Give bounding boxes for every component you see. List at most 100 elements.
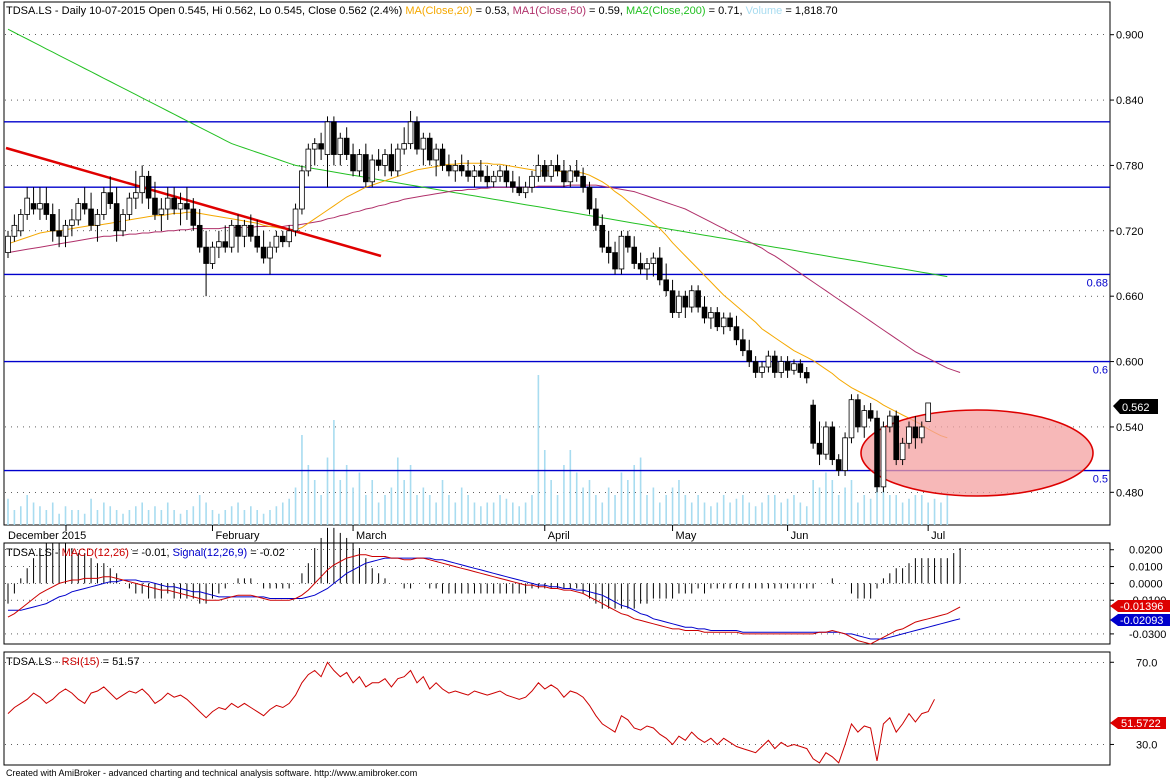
price-tick-label: 0.780 [1116, 160, 1144, 172]
macd-tick-label: 0.0000 [1129, 578, 1163, 590]
volume-bar [543, 450, 546, 525]
candle-body [43, 203, 50, 215]
candle [305, 143, 312, 177]
candle [823, 421, 829, 460]
candle [669, 279, 676, 318]
volume-bar [269, 510, 271, 525]
candle-body [120, 214, 126, 232]
volume-bar [39, 506, 41, 525]
volume-bar [863, 495, 866, 525]
volume-bar [505, 498, 508, 525]
candle [727, 312, 733, 332]
volume-bar [71, 510, 73, 525]
volume-bar [218, 513, 220, 525]
candle [848, 394, 855, 444]
header-ma-label: MA(Close,20) [405, 5, 472, 17]
candle-body [510, 181, 516, 188]
candle-body [113, 203, 120, 232]
volume-bar [288, 498, 290, 525]
candle [510, 170, 516, 193]
candle [184, 187, 190, 220]
candle-body [740, 339, 746, 352]
volume-bar [818, 487, 821, 525]
volume-bar [294, 487, 297, 525]
volume-bar [90, 498, 92, 525]
candle [273, 230, 280, 253]
candle-body [260, 246, 267, 259]
volume-bar [512, 502, 514, 525]
candle-body [94, 214, 101, 226]
candle-body [848, 399, 855, 439]
candle [471, 165, 478, 188]
macd-header-label: MACD(12,26) [62, 547, 129, 559]
candle-body [573, 170, 580, 177]
volume-bar [914, 495, 917, 525]
candle [433, 143, 439, 177]
candle-body [823, 426, 829, 455]
candle-body [292, 208, 299, 232]
candle [759, 361, 765, 378]
macd-histogram [7, 527, 961, 609]
candle-body [727, 317, 733, 328]
volume-bar [799, 502, 802, 525]
candle [331, 116, 337, 166]
volume-bar [671, 487, 674, 525]
candle-body [490, 175, 497, 183]
candle [222, 225, 229, 253]
signal-header-value: = -0.02 [247, 547, 285, 559]
candle [899, 437, 906, 466]
volume-bar [620, 472, 623, 525]
candle [311, 138, 318, 166]
candle [701, 296, 708, 324]
candle-body [516, 186, 522, 194]
volume-bar [281, 502, 284, 525]
rsi-axis: 70.0 30.0 [1110, 657, 1157, 751]
support-line-label: 0.5 [1093, 474, 1108, 486]
candle-body [177, 203, 184, 210]
volume-bar [83, 513, 86, 525]
candle [887, 410, 893, 433]
candle [593, 198, 599, 231]
volume-bar [198, 495, 201, 525]
volume-bar [607, 487, 610, 525]
volume-bar [825, 472, 827, 525]
candle-body [171, 197, 177, 210]
candle-body [56, 230, 62, 237]
candle-body [752, 361, 759, 373]
macd-tick-label: -0.0300 [1129, 629, 1166, 641]
candle-body [765, 355, 772, 368]
candle [152, 181, 158, 220]
volume-bar [665, 495, 667, 525]
candle [484, 165, 491, 188]
candle-body [414, 121, 420, 150]
candle [363, 143, 369, 188]
candle [522, 181, 529, 199]
candle [30, 187, 37, 215]
candle [535, 154, 542, 182]
candle [37, 187, 43, 220]
volume-bar [141, 502, 143, 525]
candle-body [887, 415, 893, 428]
candle [279, 230, 286, 248]
candle-body [30, 203, 37, 210]
candle [132, 170, 139, 210]
candle-body [561, 170, 567, 183]
volume-bar [256, 510, 259, 525]
candle [714, 307, 721, 332]
candle-body [554, 165, 561, 172]
candle [69, 209, 75, 237]
candle [650, 252, 657, 277]
candle [107, 176, 114, 210]
candle [631, 236, 638, 269]
candle [835, 454, 842, 476]
candle [772, 350, 778, 378]
candle-body [605, 246, 612, 254]
candle-body [216, 241, 222, 248]
candle-body [382, 154, 388, 166]
volume-bar [831, 480, 834, 525]
volume-bar [646, 495, 648, 525]
date-label: February [215, 530, 260, 542]
candle [299, 165, 305, 215]
volume-bar [473, 502, 476, 525]
